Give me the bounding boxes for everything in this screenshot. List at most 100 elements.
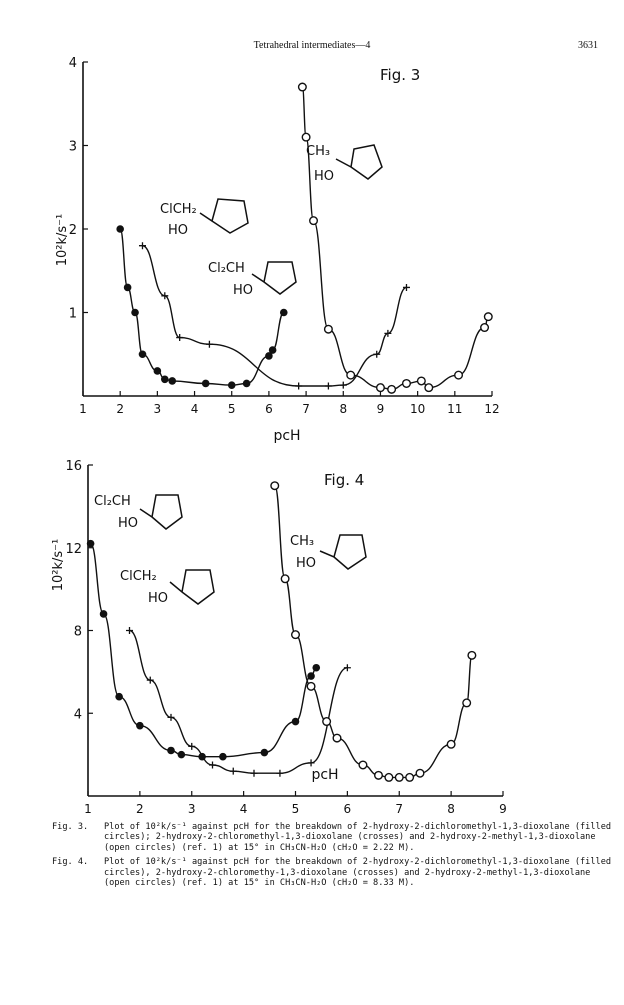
data-point-open [467,650,477,660]
x-axis-label: pcH [273,428,300,444]
y-axis-label: 10²k/s⁻¹ [55,214,70,267]
data-point-open [270,481,280,491]
x-tick-label: 7 [395,802,403,816]
data-point-open [374,770,384,780]
data-point-cross [343,664,351,672]
x-tick-label: 8 [447,802,455,816]
data-point-open [375,383,385,393]
caption-label: Fig. 3. [52,822,89,832]
substituent-label: CH₃ [290,534,314,549]
x-tick-label: 4 [191,402,199,416]
data-point-cross [250,769,258,777]
figure-label: Fig. 4 [324,471,364,489]
data-point-cross [384,329,392,337]
x-tick-label: 5 [228,402,236,416]
data-point-cross [146,676,154,684]
data-point-open [454,370,464,380]
data-point-cross [161,292,169,300]
data-point-open [358,760,368,770]
data-point-open [462,698,472,708]
data-point-cross [402,283,410,291]
running-head-title: Tetrahedral intermediates—4 [253,40,371,51]
structure-clch2: ClCH₂ HO [160,198,249,238]
x-tick-label: 7 [302,402,310,416]
data-point-filled [219,752,227,761]
data-point-cross [229,767,237,775]
data-point-cross [295,382,303,390]
x-tick-label: 6 [265,402,273,416]
data-point-cross [176,334,184,342]
data-point-cross [138,242,146,250]
data-point-open [483,312,493,322]
data-point-cross [126,627,133,634]
data-point-filled [260,748,269,757]
x-tick-label: 2 [116,402,124,416]
dioxolane-ring [335,144,383,180]
x-tick-label: 12 [484,402,499,416]
fitted-curve-open-circle [301,86,489,391]
data-point-filled [168,377,177,385]
data-point-open [297,82,307,92]
data-point-filled [307,672,315,680]
dioxolane-ring [139,494,183,530]
substituent-label: Cl₂CH [208,261,245,276]
fitted-curve-cross [129,629,348,774]
caption-fig4: Fig. 4. Plot of 10²k/s⁻¹ against pcH for… [52,857,612,888]
data-point-filled [167,746,175,755]
hydroxyl-label: HO [168,223,188,238]
data-point-cross [324,382,332,390]
data-point-open [309,216,319,226]
data-point-filled [99,610,108,618]
data-point-open [401,378,411,388]
substituent-label: CH₃ [306,144,330,159]
data-point-cross [339,381,347,389]
data-point-open [301,132,311,142]
y-tick-label: 1 [69,307,77,322]
hydroxyl-label: HO [118,516,138,531]
y-tick-label: 4 [69,56,77,71]
data-point-cross [167,713,175,721]
x-axis-label: pcH [311,767,338,783]
data-point-open [332,733,342,743]
data-point-open [323,324,333,334]
data-point-filled [242,379,251,388]
data-point-open [416,376,426,386]
figure-label: Fig. 3 [380,66,420,84]
data-point-filled [153,367,162,375]
data-point-open [346,370,356,380]
fitted-curve-cross [142,245,407,387]
fitted-curve-open-circle [274,485,473,779]
hydroxyl-label: HO [296,556,316,571]
data-point-open [424,383,434,393]
data-point-open [480,323,490,333]
x-tick-label: 9 [499,802,507,816]
data-point-filled [291,717,300,726]
data-point-filled [138,350,147,359]
x-tick-label: 3 [154,402,162,416]
caption-label: Fig. 4. [52,857,89,868]
data-point-open [394,772,404,782]
substituent-label: Cl₂CH [94,494,131,509]
structure-cl2ch: Cl₂CH HO [94,494,183,531]
dioxolane-ring [169,569,215,605]
data-point-filled [86,539,95,548]
hydroxyl-label: HO [233,283,253,298]
x-tick-label: 4 [240,802,248,816]
dioxolane-ring [251,261,297,295]
x-tick-label: 8 [339,402,347,416]
y-tick-label: 12 [65,542,82,557]
data-point-cross [209,761,216,769]
data-point-filled [177,750,186,759]
data-point-open [322,717,332,727]
data-point-filled [116,225,124,233]
data-point-filled [131,308,139,317]
data-point-filled [123,283,132,292]
structure-ch3: CH₃ HO [306,144,383,184]
y-tick-label: 4 [74,707,82,722]
structure-cl2ch: Cl₂CH HO [208,261,297,298]
data-point-open [405,772,415,782]
x-tick-label: 6 [344,802,352,816]
structure-ch3: CH₃ HO [290,534,367,571]
